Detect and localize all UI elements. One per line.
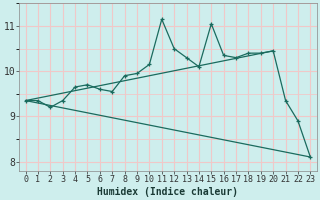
X-axis label: Humidex (Indice chaleur): Humidex (Indice chaleur) — [98, 186, 238, 197]
